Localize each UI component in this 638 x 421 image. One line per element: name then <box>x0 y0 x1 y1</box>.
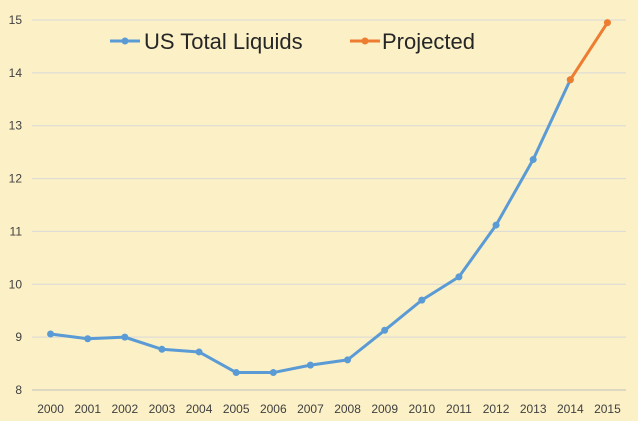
x-tick-label: 2009 <box>371 402 398 416</box>
x-tick-label: 2006 <box>260 402 287 416</box>
series-line-1 <box>568 21 609 82</box>
data-point-0-2007 <box>306 361 314 369</box>
gridlines <box>32 19 626 391</box>
x-tick-label: 2004 <box>186 402 213 416</box>
data-point-0-2009 <box>381 326 389 334</box>
y-tick-label: 14 <box>9 66 23 80</box>
legend-label-projected: Projected <box>382 29 475 54</box>
data-point-1-2014 <box>566 76 574 84</box>
x-axis-tick-labels: 2000 2001 2002 2003 2004 2005 2006 2007 2008 2009… <box>37 402 621 416</box>
data-point-0-2001 <box>84 335 92 343</box>
legend: US Total Liquids Projected <box>110 29 475 54</box>
series-group <box>47 19 611 377</box>
data-point-1-2015 <box>603 19 611 27</box>
data-point-0-2013 <box>529 156 537 164</box>
data-point-0-2012 <box>492 221 500 229</box>
data-point-0-2005 <box>232 369 240 377</box>
x-tick-label: 2014 <box>557 402 584 416</box>
y-axis-tick-labels: 8 9 10 11 12 13 14 15 <box>9 13 23 397</box>
data-point-0-2003 <box>158 345 166 353</box>
x-tick-label: 2002 <box>111 402 138 416</box>
data-point-0-2006 <box>269 369 277 377</box>
x-tick-label: 2005 <box>223 402 250 416</box>
y-tick-label: 12 <box>9 172 23 186</box>
x-tick-label: 2010 <box>408 402 435 416</box>
x-tick-label: 2011 <box>446 402 472 416</box>
y-tick-label: 13 <box>9 119 23 133</box>
data-point-0-2008 <box>344 356 352 364</box>
y-tick-label: 9 <box>15 330 22 344</box>
legend-swatch-marker-1 <box>361 37 369 45</box>
y-tick-label: 15 <box>9 13 23 27</box>
legend-label-us-total-liquids: US Total Liquids <box>144 29 303 54</box>
data-point-0-2011 <box>455 273 463 281</box>
y-tick-label: 10 <box>9 277 23 291</box>
x-tick-label: 2001 <box>74 402 101 416</box>
y-tick-label: 8 <box>15 383 22 397</box>
x-tick-label: 2003 <box>149 402 176 416</box>
x-tick-label: 2008 <box>334 402 361 416</box>
data-point-0-2004 <box>195 348 203 356</box>
data-point-0-2002 <box>121 333 129 341</box>
data-point-0-2000 <box>47 330 55 338</box>
data-point-0-2010 <box>418 296 426 304</box>
x-tick-label: 2000 <box>37 402 64 416</box>
legend-swatch-marker-0 <box>121 37 129 45</box>
x-tick-label: 2007 <box>297 402 324 416</box>
x-tick-label: 2012 <box>483 402 510 416</box>
y-tick-label: 11 <box>10 224 23 238</box>
x-tick-label: 2013 <box>520 402 547 416</box>
x-tick-label: 2015 <box>594 402 621 416</box>
